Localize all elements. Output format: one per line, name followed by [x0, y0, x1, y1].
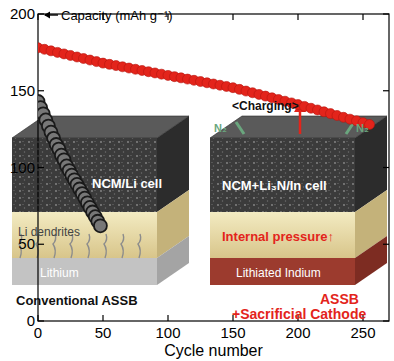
x-tick	[37, 315, 38, 321]
x-axis-label: Cycle number	[164, 342, 263, 359]
cell-label: NCM+Li₃N/In cell	[222, 178, 327, 193]
y-tick	[38, 167, 44, 168]
gas-arrow	[236, 122, 244, 134]
y-tick-label: 100	[10, 159, 35, 176]
cube-side	[355, 236, 387, 285]
diagram-texts: NCM/Li cell NCM+Li₃N/In cell Li dendrites L…	[16, 99, 369, 322]
annotation: N₂	[356, 122, 369, 134]
y-tick	[38, 13, 44, 14]
dendrite	[104, 234, 107, 258]
y-tick	[38, 90, 44, 91]
cube-side	[157, 236, 189, 285]
cube-layer	[210, 212, 355, 258]
y-tick-label: 150	[10, 82, 35, 99]
y-tick-right	[383, 90, 389, 91]
chart: 050100150200250050100150200Cycle numberC…	[0, 0, 394, 361]
x-tick	[102, 315, 103, 321]
y-tick-label: 0	[27, 312, 35, 329]
annotation: +Sacrificial Cathode	[232, 306, 366, 322]
series	[38, 95, 107, 232]
cube-layer	[12, 258, 157, 285]
x-tick-label: 0	[34, 324, 42, 341]
y-label-arrow-head	[44, 12, 50, 19]
y-tick	[38, 244, 44, 245]
cube-layer	[210, 258, 355, 285]
annotation: Lithium	[40, 266, 79, 280]
annotation: <Charging>	[232, 99, 299, 113]
annotation: ASSB	[320, 291, 359, 307]
y-tick	[38, 320, 44, 321]
annotation: Lithiated Indium	[236, 266, 321, 280]
series	[38, 43, 375, 130]
data-point	[94, 219, 107, 232]
plot-frame	[38, 14, 389, 321]
x-tick-label: 50	[95, 324, 112, 341]
x-tick-top	[362, 14, 363, 20]
x-tick-label: 150	[220, 324, 245, 341]
cube-layer	[210, 138, 355, 212]
y-tick-label: 200	[10, 5, 35, 22]
annotation: N₂	[214, 122, 227, 134]
marks	[38, 43, 375, 233]
pressure-arrow	[299, 110, 302, 134]
x-tick-top	[37, 14, 38, 20]
dendrite	[87, 234, 90, 258]
cube-layer	[12, 212, 157, 258]
annotation: Li dendrites	[18, 225, 80, 239]
annotation: Internal pressure↑	[222, 229, 334, 244]
y-tick-right	[383, 13, 389, 14]
annotation: Conventional ASSB	[16, 293, 138, 308]
axes: 050100150200250050100150200Cycle numberC…	[10, 5, 389, 359]
y-tick-right	[383, 244, 389, 245]
x-tick-label: 250	[350, 324, 375, 341]
x-tick-label: 100	[155, 324, 180, 341]
x-tick-label: 200	[285, 324, 310, 341]
x-tick-top	[232, 14, 233, 20]
dendrite	[138, 234, 141, 258]
y-tick-right	[383, 320, 389, 321]
diagram	[12, 102, 387, 285]
dendrite	[121, 234, 124, 258]
x-tick-top	[297, 14, 298, 20]
y-axis-label: Capacity (mAh g⁻¹)	[61, 8, 173, 23]
cell-label: NCM/Li cell	[92, 176, 162, 191]
x-tick	[167, 315, 168, 321]
y-tick-right	[383, 167, 389, 168]
